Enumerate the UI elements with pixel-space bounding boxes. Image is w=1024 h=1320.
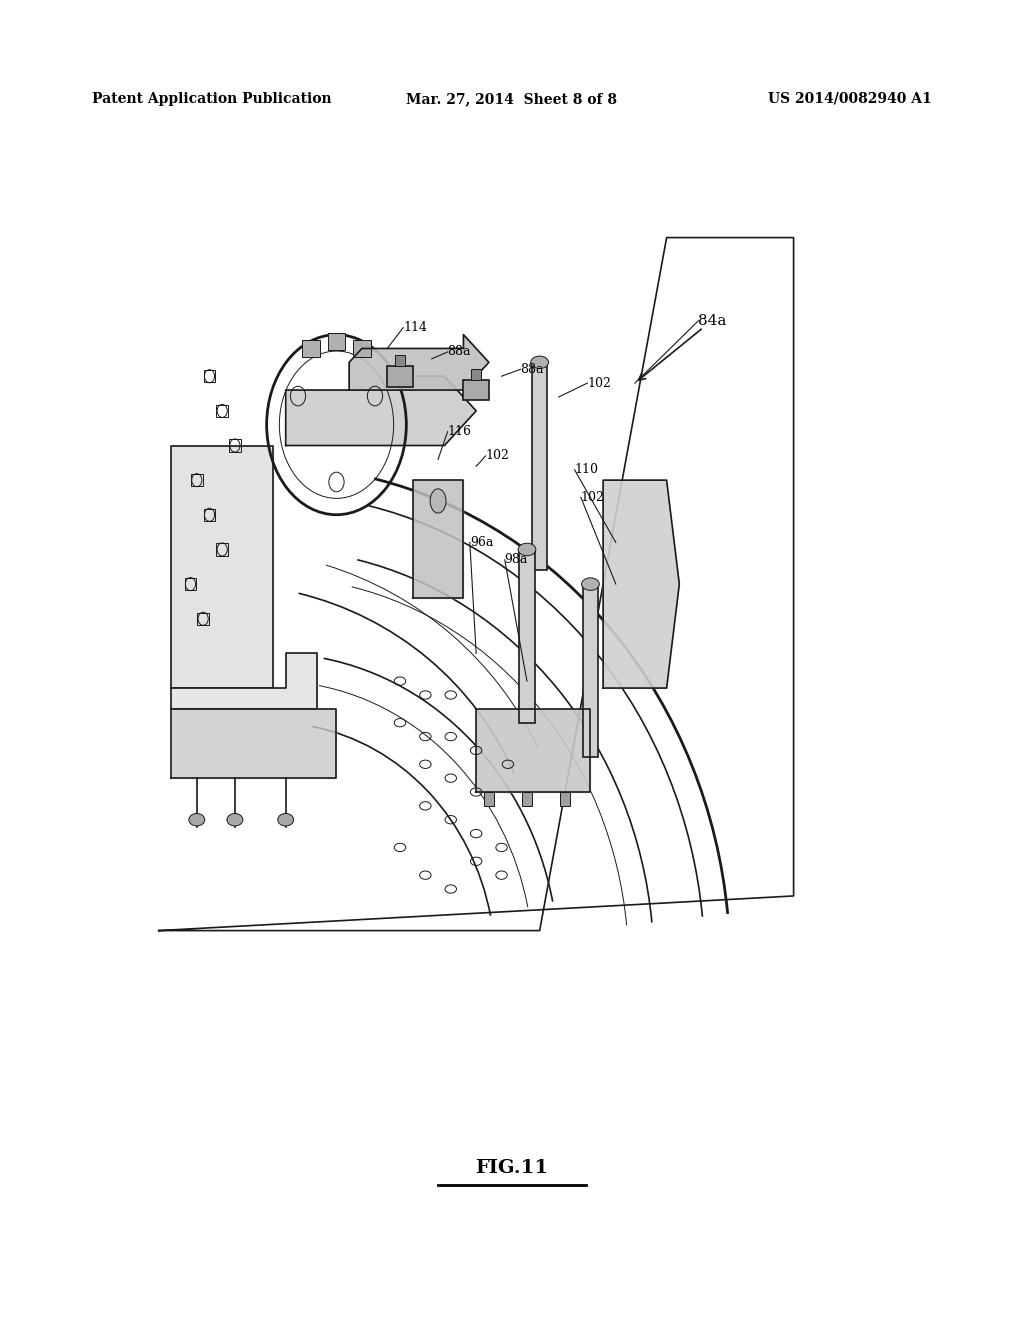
Polygon shape: [286, 376, 476, 446]
Bar: [522, 792, 532, 805]
Polygon shape: [159, 238, 794, 931]
Bar: [583, 585, 598, 758]
Bar: [483, 792, 494, 805]
Ellipse shape: [582, 578, 599, 590]
Bar: [464, 380, 488, 400]
Bar: [532, 363, 547, 570]
Text: FIG.11: FIG.11: [475, 1159, 549, 1177]
Bar: [216, 544, 228, 556]
Bar: [328, 333, 345, 350]
Text: 102: 102: [581, 491, 605, 504]
Bar: [191, 474, 203, 486]
Bar: [302, 341, 319, 356]
Text: 110: 110: [574, 463, 599, 477]
Bar: [198, 612, 209, 624]
Text: 88a: 88a: [447, 346, 471, 359]
Polygon shape: [603, 480, 679, 688]
Bar: [229, 440, 241, 451]
Bar: [560, 792, 570, 805]
Text: US 2014/0082940 A1: US 2014/0082940 A1: [768, 92, 932, 106]
Text: Patent Application Publication: Patent Application Publication: [92, 92, 332, 106]
Bar: [216, 405, 228, 417]
Ellipse shape: [530, 356, 549, 368]
Polygon shape: [171, 653, 317, 709]
Text: Mar. 27, 2014  Sheet 8 of 8: Mar. 27, 2014 Sheet 8 of 8: [407, 92, 617, 106]
Bar: [204, 508, 215, 521]
Text: 88a: 88a: [520, 363, 544, 376]
Bar: [184, 578, 197, 590]
Text: 96a: 96a: [470, 536, 494, 549]
Polygon shape: [171, 709, 337, 777]
Text: 102: 102: [485, 449, 510, 462]
Text: 98a: 98a: [505, 553, 528, 566]
Polygon shape: [413, 480, 464, 598]
Bar: [387, 366, 413, 387]
Ellipse shape: [227, 813, 243, 826]
Text: 116: 116: [447, 425, 472, 438]
Bar: [353, 341, 371, 356]
Polygon shape: [349, 335, 488, 391]
Polygon shape: [476, 709, 591, 792]
Ellipse shape: [278, 813, 294, 826]
Bar: [395, 355, 406, 366]
Bar: [519, 549, 535, 723]
Ellipse shape: [518, 544, 536, 556]
Ellipse shape: [188, 813, 205, 826]
Polygon shape: [171, 446, 273, 688]
Text: 102: 102: [588, 376, 611, 389]
Text: 114: 114: [403, 321, 427, 334]
Bar: [471, 368, 481, 380]
Bar: [204, 370, 215, 383]
Text: 84a: 84a: [698, 314, 727, 327]
Ellipse shape: [430, 488, 446, 513]
